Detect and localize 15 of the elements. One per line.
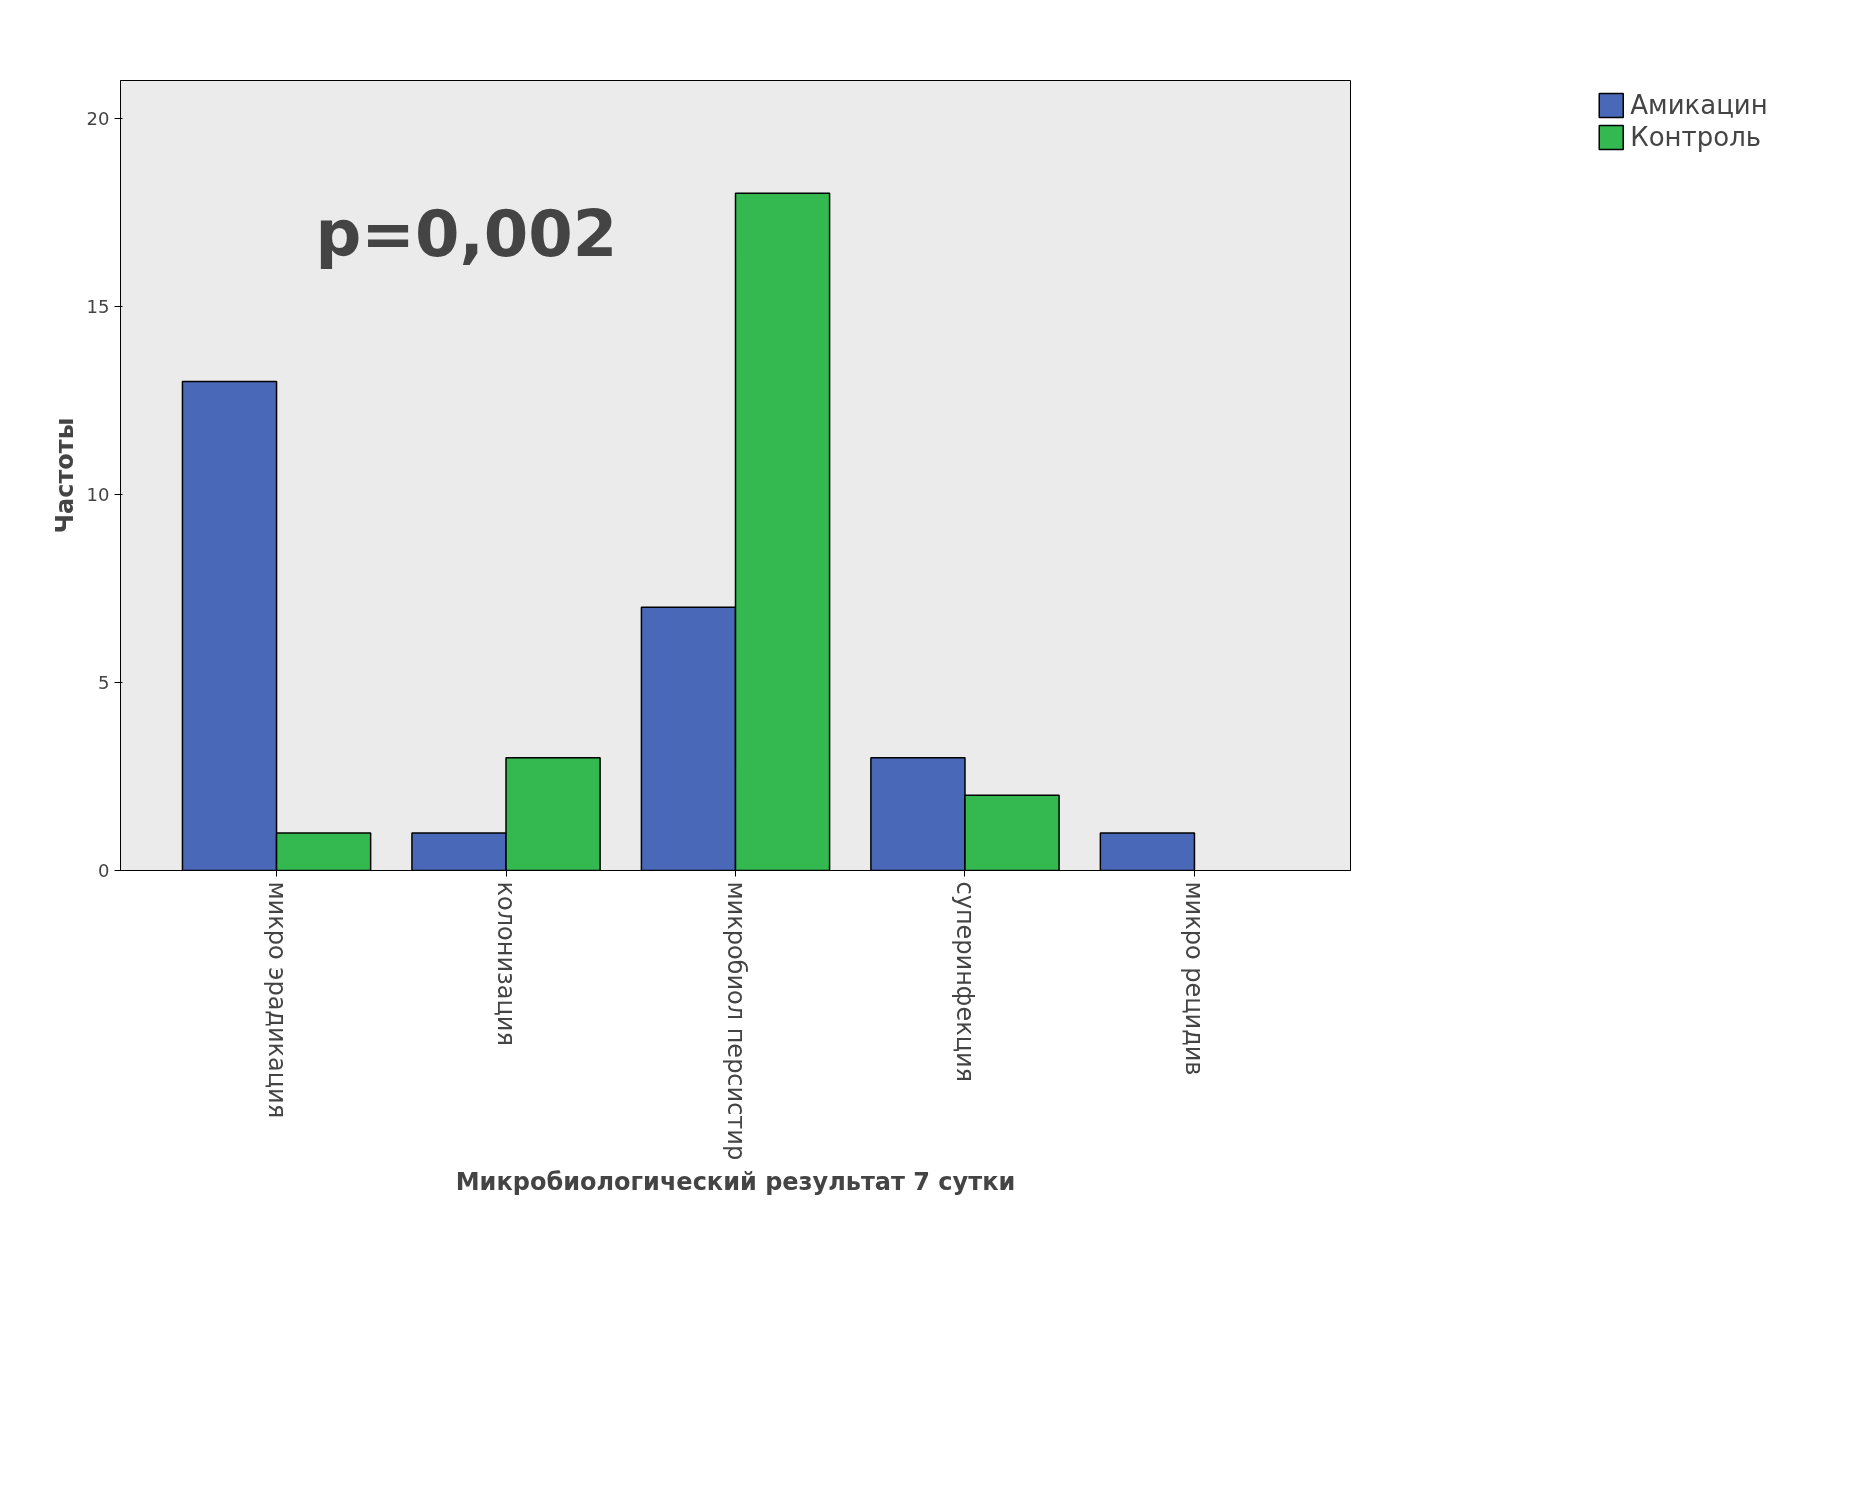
annotation: p=0,002: [315, 196, 618, 271]
y-tick-label: 20: [86, 107, 110, 129]
y-axis-title: Частоты: [50, 417, 79, 534]
legend-label: Контроль: [1630, 122, 1762, 152]
y-tick-label: 15: [86, 295, 110, 317]
legend-label: Амикацин: [1630, 90, 1768, 120]
y-tick-label: 0: [98, 860, 110, 881]
x-tick-label: суперинфекция: [950, 881, 979, 1083]
x-axis-title: Микробиологический результат 7 сутки: [455, 1168, 1016, 1197]
x-tick-label: микро эрадикация: [262, 881, 291, 1119]
y-tick-label: 10: [86, 483, 110, 505]
x-tick-label: колонизация: [492, 881, 521, 1046]
x-tick-label: микробиол персистир: [721, 881, 750, 1161]
x-tick-label: микро рецидив: [1180, 881, 1209, 1076]
y-tick-label: 5: [98, 671, 110, 693]
